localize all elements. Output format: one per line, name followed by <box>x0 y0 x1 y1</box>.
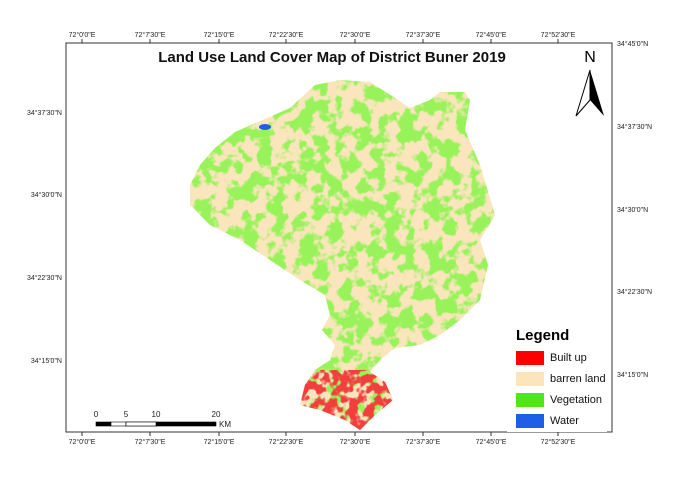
legend-label: Built up <box>550 352 587 364</box>
scale-segment <box>110 421 127 427</box>
left-coordinate: 34°15'0"N <box>31 357 62 365</box>
right-coordinate: 34°15'0"N <box>617 371 648 379</box>
right-coordinate: 34°30'0"N <box>617 206 648 214</box>
top-coordinate: 72°7'30"E <box>135 31 166 39</box>
north-arrow: N <box>575 49 604 117</box>
bottom-coordinate: 72°30'0"E <box>340 438 371 446</box>
scale-unit: KM <box>219 420 231 429</box>
bottom-coordinate: 72°0'0"E <box>69 438 96 446</box>
scale-segment <box>155 421 217 427</box>
top-coordinate: 72°22'30"E <box>269 31 304 39</box>
top-coordinate: 72°30'0"E <box>340 31 371 39</box>
north-label: N <box>584 49 596 66</box>
legend: Built up barren land Vegetation Water <box>516 351 606 428</box>
scale-label: 20 <box>212 410 221 419</box>
scale-segment <box>125 421 157 427</box>
legend-swatch <box>516 393 544 407</box>
top-coordinate: 72°15'0"E <box>204 31 235 39</box>
bottom-coordinate: 72°52'30"E <box>541 438 576 446</box>
left-coordinate: 34°22'30"N <box>27 274 62 282</box>
top-coordinate: 72°37'30"E <box>406 31 441 39</box>
legend-label: Water <box>550 415 579 427</box>
bottom-coordinate: 72°7'30"E <box>135 438 166 446</box>
top-coordinate: 72°0'0"E <box>69 31 96 39</box>
top-coordinate: 72°52'30"E <box>541 31 576 39</box>
scale-label: 10 <box>152 410 161 419</box>
scale-label: 5 <box>124 410 129 419</box>
legend-title: Legend <box>516 327 569 344</box>
right-coordinate: 34°45'0"N <box>617 40 648 48</box>
bottom-coordinate: 72°15'0"E <box>204 438 235 446</box>
legend-label: barren land <box>550 373 606 385</box>
scale-segment <box>95 421 112 427</box>
top-coordinate: 72°45'0"E <box>476 31 507 39</box>
scale-label: 0 <box>94 410 99 419</box>
left-coordinate: 34°30'0"N <box>31 191 62 199</box>
bottom-coordinate: 72°37'30"E <box>406 438 441 446</box>
legend-swatch <box>516 351 544 365</box>
legend-swatch <box>516 414 544 428</box>
legend-label: Vegetation <box>550 394 602 406</box>
left-coordinate: 34°37'30"N <box>27 109 62 117</box>
right-coordinate: 34°22'30"N <box>617 288 652 296</box>
legend-swatch <box>516 372 544 386</box>
bottom-coordinate: 72°22'30"E <box>269 438 304 446</box>
bottom-coordinate: 72°45'0"E <box>476 438 507 446</box>
graticule-labels: 72°0'0"E 72°7'30"E 72°15'0"E 72°22'30"E 72°3… <box>27 31 652 446</box>
map-title: Land Use Land Cover Map of District Bune… <box>158 49 506 66</box>
right-coordinate: 34°37'30"N <box>617 123 652 131</box>
